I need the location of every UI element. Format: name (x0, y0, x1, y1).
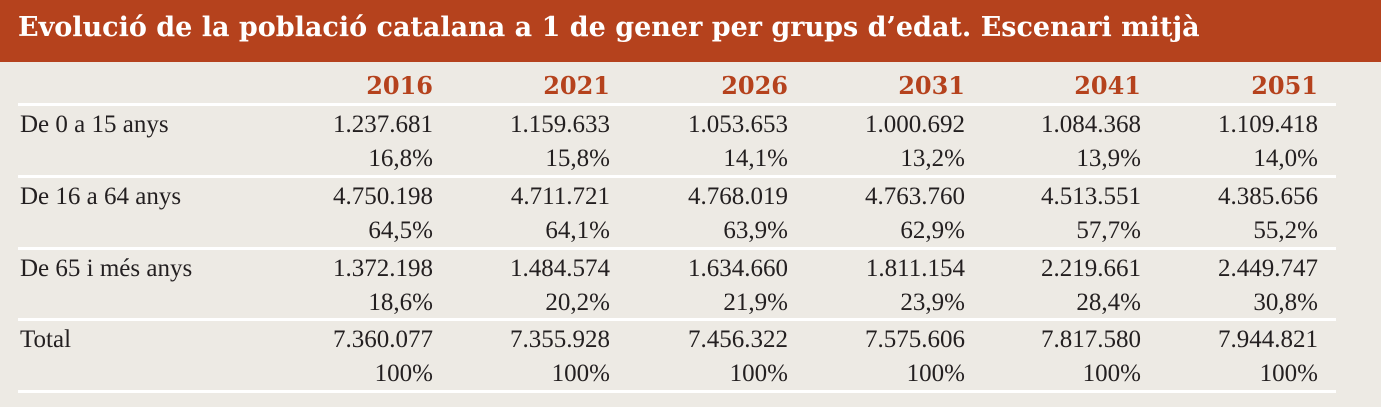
percentage-cell: 23,9% (900, 289, 965, 316)
row-divider (18, 390, 1336, 393)
population-value-cell: 1.109.418 (1218, 111, 1318, 138)
population-value-cell: 1.053.653 (688, 111, 788, 138)
row-label: De 65 i més anys (20, 255, 193, 282)
population-value-cell: 7.817.580 (1041, 326, 1141, 353)
population-value-cell: 4.763.760 (865, 183, 965, 210)
column-header-year: 2041 (1074, 71, 1141, 100)
percentage-cell: 62,9% (900, 217, 965, 244)
column-header-year: 2021 (543, 71, 610, 100)
population-value-cell: 1.159.633 (510, 111, 610, 138)
population-value-cell: 4.711.721 (510, 183, 610, 210)
row-label: Total (20, 326, 72, 353)
column-header-year: 2026 (721, 71, 788, 100)
percentage-cell: 100% (551, 360, 610, 387)
percentage-cell: 100% (374, 360, 433, 387)
population-value-cell: 7.360.077 (333, 326, 433, 353)
row-divider (18, 175, 1336, 178)
percentage-cell: 100% (1259, 360, 1318, 387)
percentage-cell: 28,4% (1076, 289, 1141, 316)
population-value-cell: 4.768.019 (688, 183, 788, 210)
percentage-cell: 18,6% (368, 289, 433, 316)
column-header-year: 2016 (366, 71, 433, 100)
percentage-cell: 64,1% (545, 217, 610, 244)
percentage-cell: 30,8% (1253, 289, 1318, 316)
population-value-cell: 7.456.322 (688, 326, 788, 353)
population-value-cell: 2.219.661 (1041, 255, 1141, 282)
percentage-cell: 64,5% (368, 217, 433, 244)
percentage-cell: 100% (729, 360, 788, 387)
percentage-cell: 16,8% (368, 145, 433, 172)
population-value-cell: 4.513.551 (1041, 183, 1141, 210)
percentage-cell: 20,2% (545, 289, 610, 316)
population-value-cell: 7.575.606 (865, 326, 965, 353)
column-header-year: 2051 (1251, 71, 1318, 100)
row-label: De 0 a 15 anys (20, 111, 169, 138)
population-value-cell: 1.084.368 (1041, 111, 1141, 138)
population-value-cell: 1.484.574 (510, 255, 610, 282)
row-divider (18, 103, 1336, 106)
percentage-cell: 55,2% (1253, 217, 1318, 244)
population-value-cell: 7.944.821 (1218, 326, 1318, 353)
percentage-cell: 63,9% (723, 217, 788, 244)
row-divider (18, 318, 1336, 321)
percentage-cell: 13,9% (1076, 145, 1141, 172)
percentage-cell: 13,2% (900, 145, 965, 172)
percentage-cell: 14,0% (1253, 145, 1318, 172)
population-value-cell: 1.372.198 (333, 255, 433, 282)
percentage-cell: 100% (906, 360, 965, 387)
population-value-cell: 2.449.747 (1218, 255, 1318, 282)
population-value-cell: 7.355.928 (510, 326, 610, 353)
title-bar: Evolució de la població catalana a 1 de … (0, 0, 1381, 62)
percentage-cell: 100% (1082, 360, 1141, 387)
population-value-cell: 1.811.154 (865, 255, 965, 282)
percentage-cell: 14,1% (723, 145, 788, 172)
percentage-cell: 57,7% (1076, 217, 1141, 244)
population-value-cell: 4.385.656 (1218, 183, 1318, 210)
population-value-cell: 4.750.198 (333, 183, 433, 210)
column-header-year: 2031 (898, 71, 965, 100)
population-value-cell: 1.237.681 (333, 111, 433, 138)
table-title: Evolució de la població catalana a 1 de … (18, 12, 1200, 43)
percentage-cell: 15,8% (545, 145, 610, 172)
row-label: De 16 a 64 anys (20, 183, 182, 210)
percentage-cell: 21,9% (723, 289, 788, 316)
population-value-cell: 1.000.692 (865, 111, 965, 138)
row-divider (18, 247, 1336, 250)
population-value-cell: 1.634.660 (688, 255, 788, 282)
